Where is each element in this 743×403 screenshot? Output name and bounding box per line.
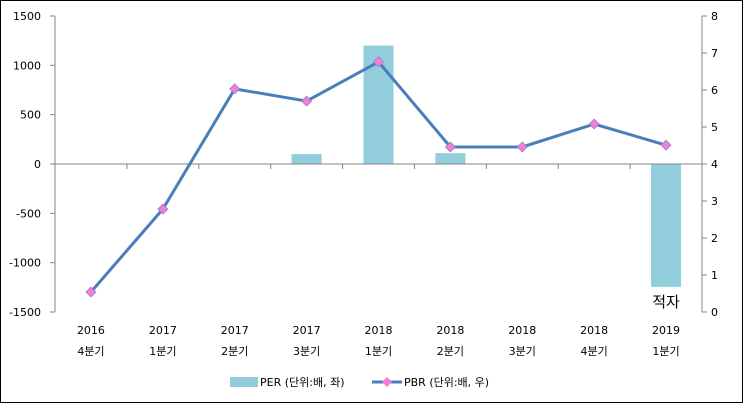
category-quarter-label: 1분기 bbox=[149, 345, 176, 358]
left-tick-label: 0 bbox=[34, 158, 41, 171]
right-tick-label: 8 bbox=[711, 10, 718, 23]
right-tick-label: 1 bbox=[711, 269, 718, 282]
category-year-label: 2018 bbox=[580, 324, 608, 337]
left-tick-label: -1000 bbox=[9, 257, 41, 270]
category-year-label: 2018 bbox=[508, 324, 536, 337]
pbr-marker bbox=[229, 83, 241, 95]
per-bar bbox=[435, 153, 466, 164]
per-bar bbox=[651, 164, 682, 287]
category-quarter-label: 4분기 bbox=[581, 345, 608, 358]
left-tick-label: -1500 bbox=[9, 306, 41, 319]
legend-pbr-marker bbox=[382, 377, 392, 387]
left-tick-label: 1000 bbox=[13, 59, 41, 72]
category-quarter-label: 2분기 bbox=[221, 345, 248, 358]
category-year-label: 2018 bbox=[365, 324, 393, 337]
category-year-label: 2017 bbox=[149, 324, 177, 337]
right-tick-label: 3 bbox=[711, 195, 718, 208]
pbr-marker bbox=[588, 118, 600, 130]
right-tick-label: 4 bbox=[711, 158, 718, 171]
legend-pbr-label: PBR (단위:배, 우) bbox=[404, 376, 489, 389]
category-year-label: 2018 bbox=[436, 324, 464, 337]
pbr-marker bbox=[516, 141, 528, 153]
category-year-label: 2016 bbox=[77, 324, 105, 337]
category-quarter-label: 2분기 bbox=[437, 345, 464, 358]
per-bar bbox=[291, 154, 322, 164]
left-tick-label: -500 bbox=[16, 207, 41, 220]
pbr-marker bbox=[301, 95, 313, 107]
category-quarter-label: 3분기 bbox=[509, 345, 536, 358]
right-tick-label: 7 bbox=[711, 47, 718, 60]
pbr-marker bbox=[157, 203, 169, 215]
category-quarter-label: 3분기 bbox=[293, 345, 320, 358]
right-tick-label: 6 bbox=[711, 84, 718, 97]
legend-per-label: PER (단위:배, 좌) bbox=[260, 376, 345, 389]
pbr-marker bbox=[660, 139, 672, 151]
category-year-label: 2017 bbox=[221, 324, 249, 337]
right-tick-label: 2 bbox=[711, 232, 718, 245]
right-tick-label: 5 bbox=[711, 121, 718, 134]
category-year-label: 2019 bbox=[652, 324, 680, 337]
deficit-annotation: 적자 bbox=[652, 293, 680, 311]
legend-per-swatch bbox=[230, 377, 258, 387]
category-year-label: 2017 bbox=[293, 324, 321, 337]
left-tick-label: 500 bbox=[20, 109, 41, 122]
pbr-marker bbox=[444, 141, 456, 153]
category-quarter-label: 1분기 bbox=[365, 345, 392, 358]
pbr-marker bbox=[373, 56, 384, 68]
category-quarter-label: 1분기 bbox=[652, 345, 679, 358]
left-tick-label: 1500 bbox=[13, 10, 41, 23]
right-tick-label: 0 bbox=[711, 306, 718, 319]
category-quarter-label: 4분기 bbox=[77, 345, 104, 358]
pbr-marker bbox=[85, 286, 97, 298]
